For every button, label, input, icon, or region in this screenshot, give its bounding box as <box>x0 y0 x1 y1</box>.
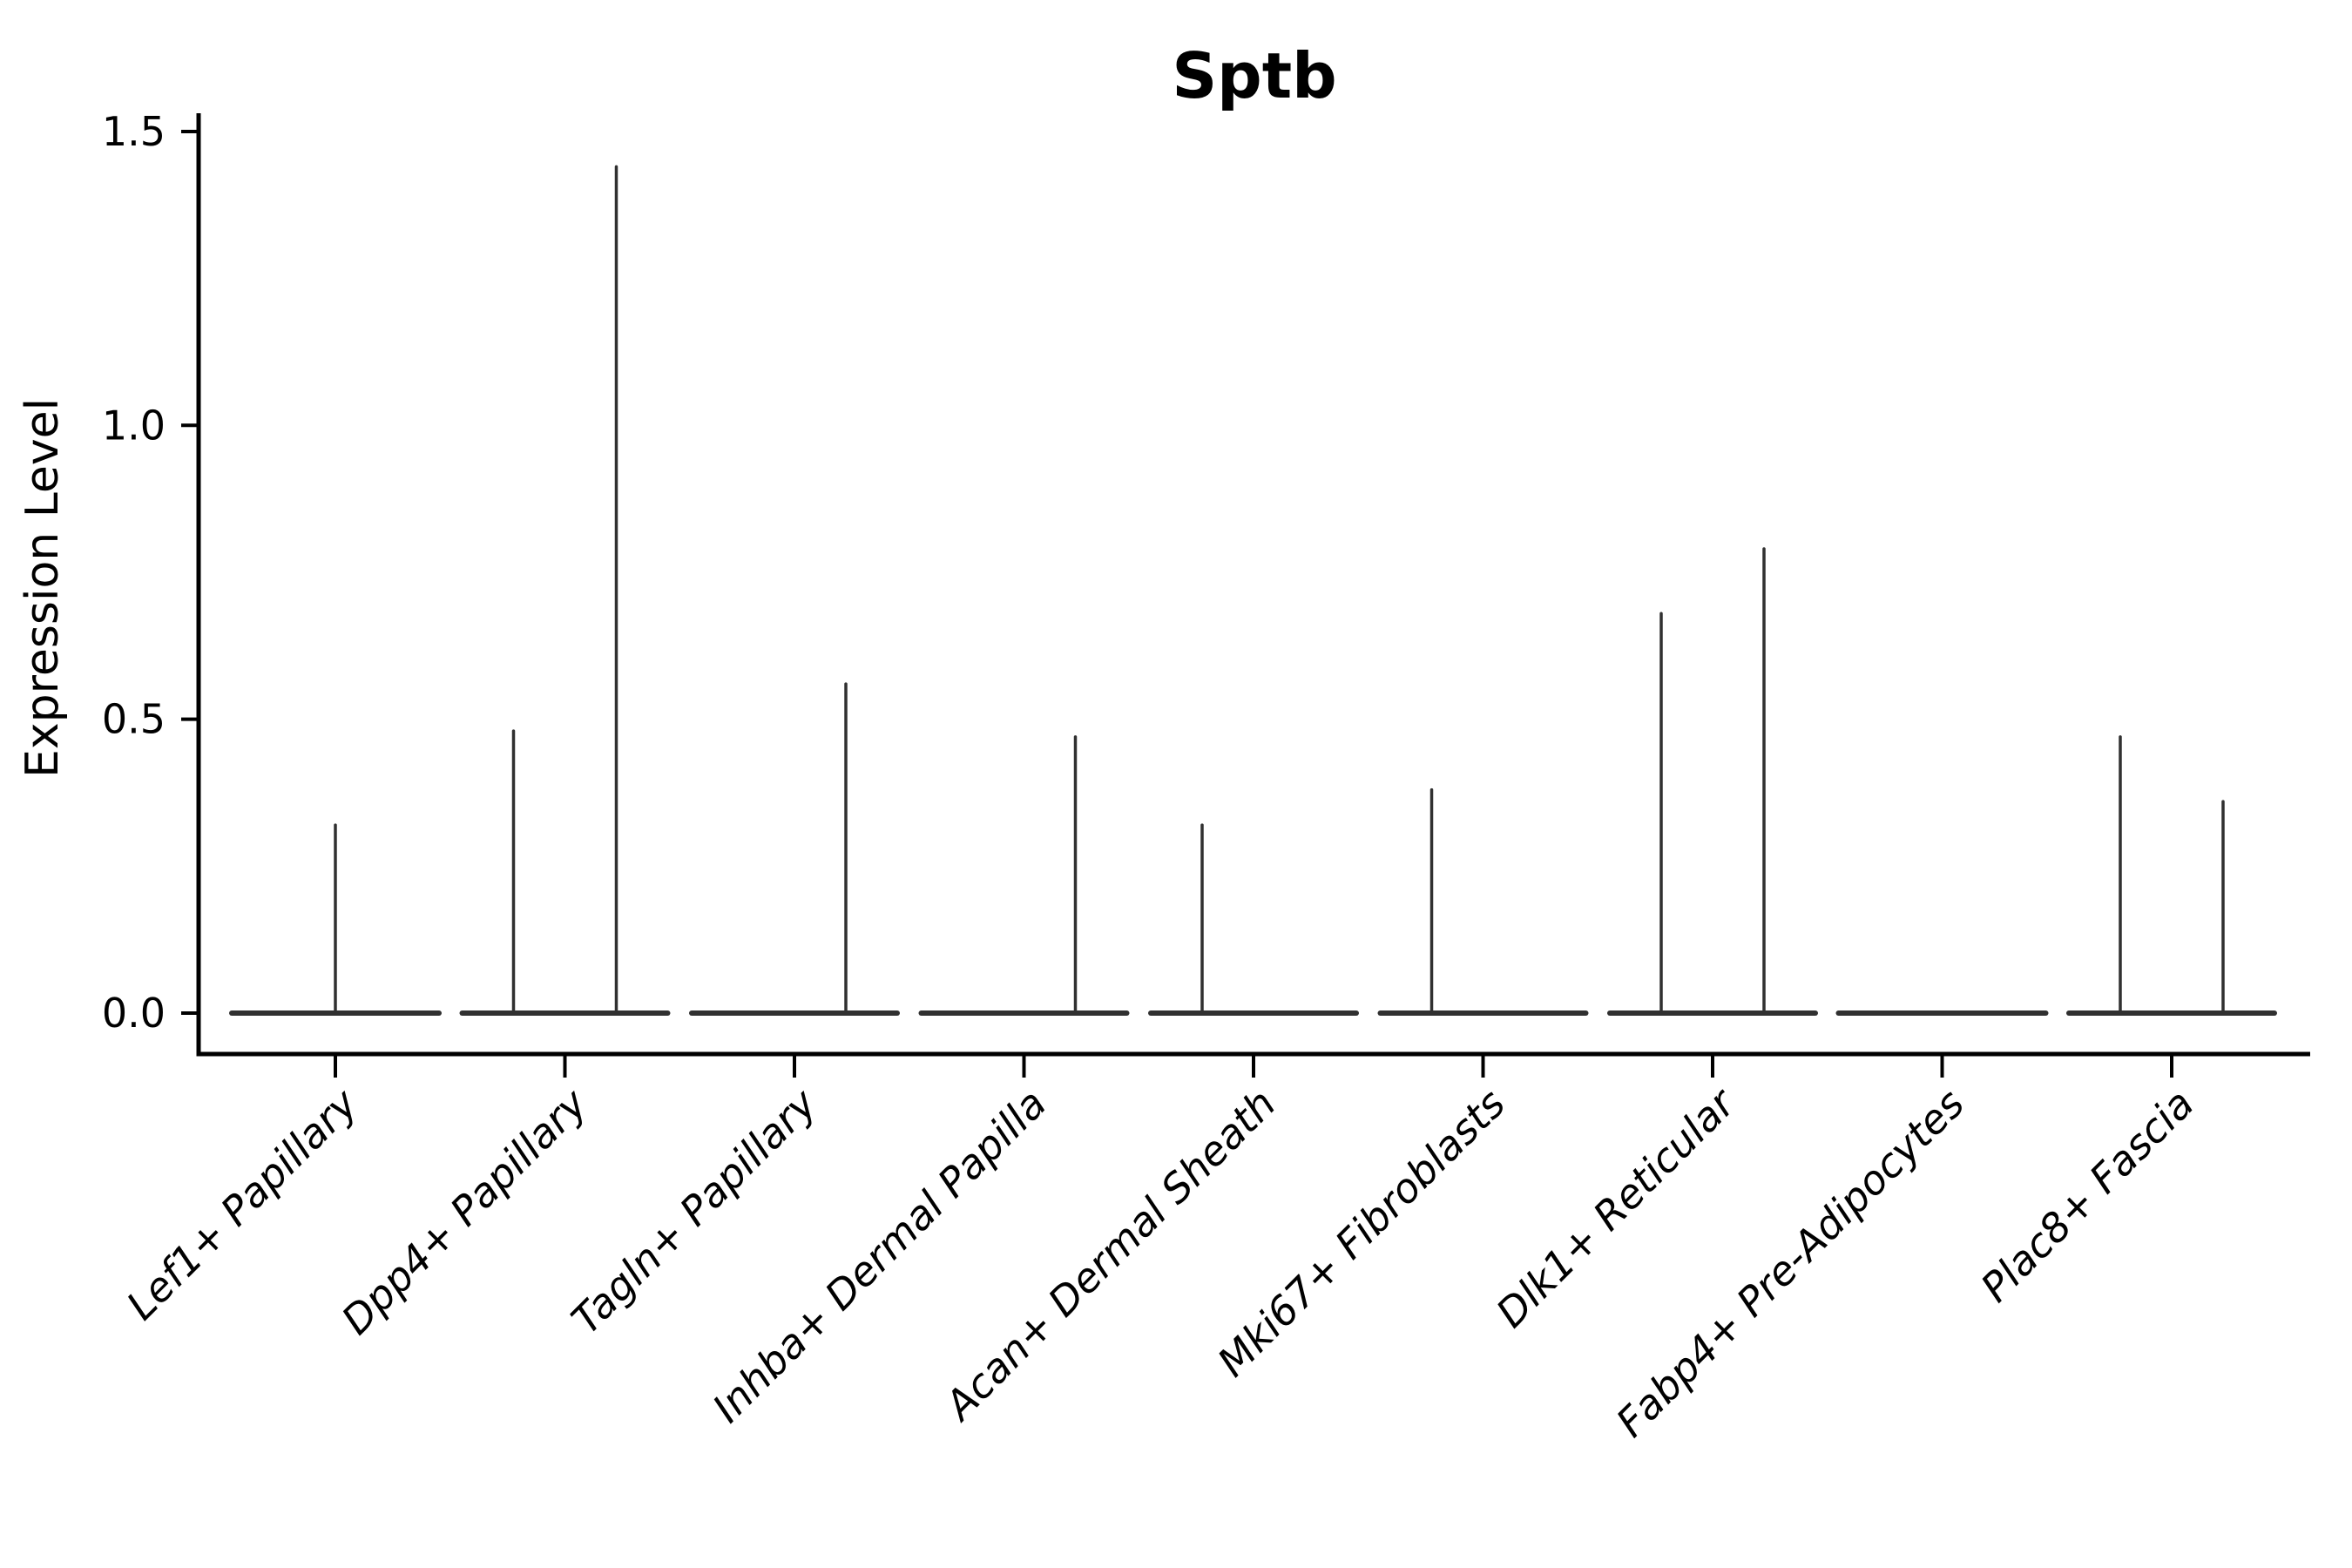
violins-group <box>229 165 2277 1016</box>
x-tick-label: Dpp4+ Papillary <box>333 1079 597 1343</box>
x-tick-label: Tagln+ Papillary <box>562 1079 826 1343</box>
y-tick-label: 0.0 <box>102 990 166 1037</box>
x-tick-label: Lef1+ Papillary <box>118 1079 367 1328</box>
chart-title: Sptb <box>1172 39 1336 112</box>
y-tick-label: 0.5 <box>102 696 166 743</box>
x-tick-label: Dlk1+ Reticular <box>1487 1078 1746 1336</box>
x-tick-label: Plac8+ Fascia <box>1971 1080 2202 1311</box>
y-axis-label: Expression Level <box>17 398 69 778</box>
y-tick-label: 1.0 <box>102 402 166 449</box>
y-tick-label: 1.5 <box>102 108 166 155</box>
y-axis-ticks: 0.0 0.5 1.0 1.5 <box>102 108 199 1037</box>
